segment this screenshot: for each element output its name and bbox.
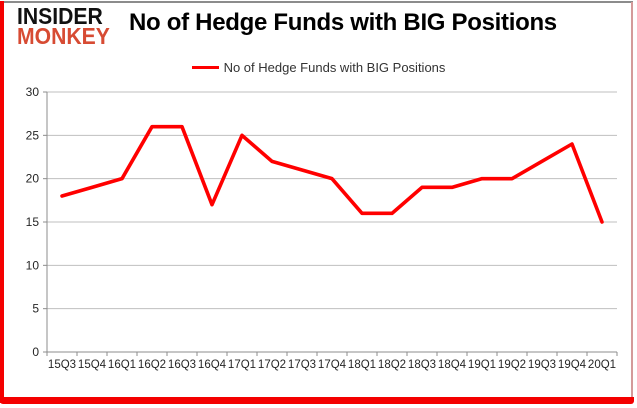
y-tick-label: 5 [32, 302, 39, 316]
x-tick-label: 17Q1 [228, 359, 256, 371]
frame-edge-bottom [0, 397, 634, 404]
x-tick-label: 16Q4 [198, 359, 227, 371]
logo-text-monkey: MONKEY [17, 23, 110, 49]
x-tick-label: 18Q3 [408, 359, 436, 371]
legend-line-icon [191, 65, 219, 69]
y-tick-label: 10 [26, 258, 40, 272]
x-tick-label: 19Q2 [498, 359, 526, 371]
frame-edge-left [0, 1, 4, 403]
x-tick-label: 17Q2 [258, 359, 286, 371]
legend-label: No of Hedge Funds with BIG Positions [223, 59, 446, 75]
y-tick-label: 0 [32, 345, 39, 359]
x-tick-label: 15Q4 [78, 359, 107, 371]
frame-edge-top [2, 1, 633, 3]
x-tick-label: 18Q1 [348, 359, 376, 371]
logo-text-insider: INSIDER [17, 3, 103, 29]
x-tick-label: 16Q1 [108, 359, 136, 371]
x-tick-label: 19Q4 [558, 359, 587, 371]
frame-edge-right [631, 2, 633, 398]
x-tick-label: 15Q3 [48, 359, 76, 371]
legend: No of Hedge Funds with BIG Positions [0, 58, 637, 76]
y-tick-label: 30 [26, 85, 40, 99]
y-tick-label: 25 [26, 128, 40, 142]
x-tick-label: 16Q2 [138, 359, 166, 371]
data-series-line [60, 124, 604, 224]
y-tick-label: 15 [26, 215, 40, 229]
x-tick-label: 17Q4 [318, 359, 347, 371]
x-tick-label: 17Q3 [288, 359, 316, 371]
x-tick-label: 19Q3 [528, 359, 556, 371]
x-tick-label: 19Q1 [468, 359, 496, 371]
x-tick-label: 16Q3 [168, 359, 196, 371]
x-tick-label: 18Q2 [378, 359, 406, 371]
x-tick-label: 20Q1 [588, 359, 616, 371]
y-tick-label: 20 [26, 172, 40, 186]
insider-monkey-logo: INSIDER MONKEY [17, 3, 118, 49]
chart-title: No of Hedge Funds with BIG Positions [129, 9, 557, 36]
x-tick-label: 18Q4 [438, 359, 467, 371]
